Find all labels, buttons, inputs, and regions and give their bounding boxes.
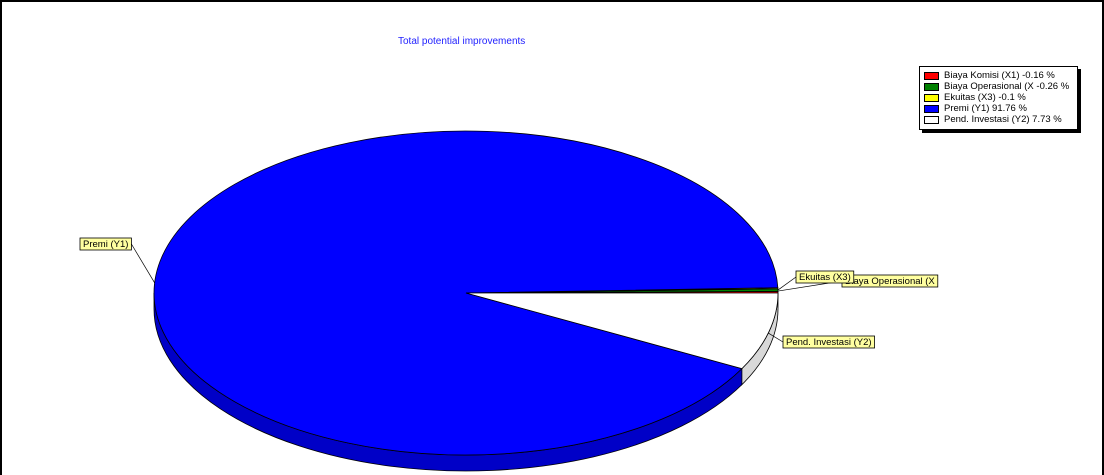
legend-item-ekuitas: Ekuitas (X3) -0.1 %	[924, 92, 1026, 103]
pie-slice-pend-investasi-y2	[465, 292, 779, 370]
legend-label: Biaya Operasional (X -0.26 %	[944, 81, 1070, 92]
chart-title: Total potential improvements	[398, 36, 526, 47]
legend-item-biaya-komisi: Biaya Komisi (X1) -0.16 %	[924, 70, 1055, 81]
legend-item-premi: Premi (Y1) 91.76 %	[924, 103, 1027, 114]
callout-label: Premi (Y1)	[83, 239, 128, 250]
pie-slice-premi-y1	[153, 130, 779, 456]
legend-label: Biaya Komisi (X1) -0.16 %	[944, 70, 1055, 81]
legend-swatch	[924, 93, 939, 102]
callout-leader	[777, 276, 797, 291]
legend-swatch	[924, 82, 939, 91]
legend-item-pend-investasi: Pend. Investasi (Y2) 7.73 %	[924, 114, 1062, 125]
callout-leader	[131, 243, 155, 284]
callout-box	[79, 237, 132, 251]
callout-box	[782, 335, 875, 349]
callout-label: Ekuitas (X3)	[799, 272, 851, 283]
legend-swatch	[924, 104, 939, 113]
legend-item-biaya-operasional: Biaya Operasional (X -0.26 %	[924, 81, 1069, 92]
legend-label: Pend. Investasi (Y2) 7.73 %	[944, 114, 1062, 125]
legend-swatch	[924, 71, 939, 80]
callout-label: Biaya Operasional (X	[845, 276, 935, 287]
callout-pend-investasi-y2: Pend. Investasi (Y2)	[768, 332, 875, 349]
legend: Biaya Komisi (X1) -0.16 % Biaya Operasio…	[919, 66, 1078, 130]
callout-ekuitas-x3: Ekuitas (X3)	[777, 270, 855, 291]
legend-label: Premi (Y1) 91.76 %	[944, 103, 1027, 114]
legend-swatch	[924, 115, 939, 124]
callout-premi-y1: Premi (Y1)	[79, 237, 155, 284]
callout-label: Pend. Investasi (Y2)	[786, 337, 872, 348]
callout-box	[795, 270, 855, 284]
callout-biaya-operasional-x: Biaya Operasional (X	[777, 274, 939, 292]
callout-leader	[768, 332, 784, 343]
legend-label: Ekuitas (X3) -0.1 %	[944, 92, 1026, 103]
